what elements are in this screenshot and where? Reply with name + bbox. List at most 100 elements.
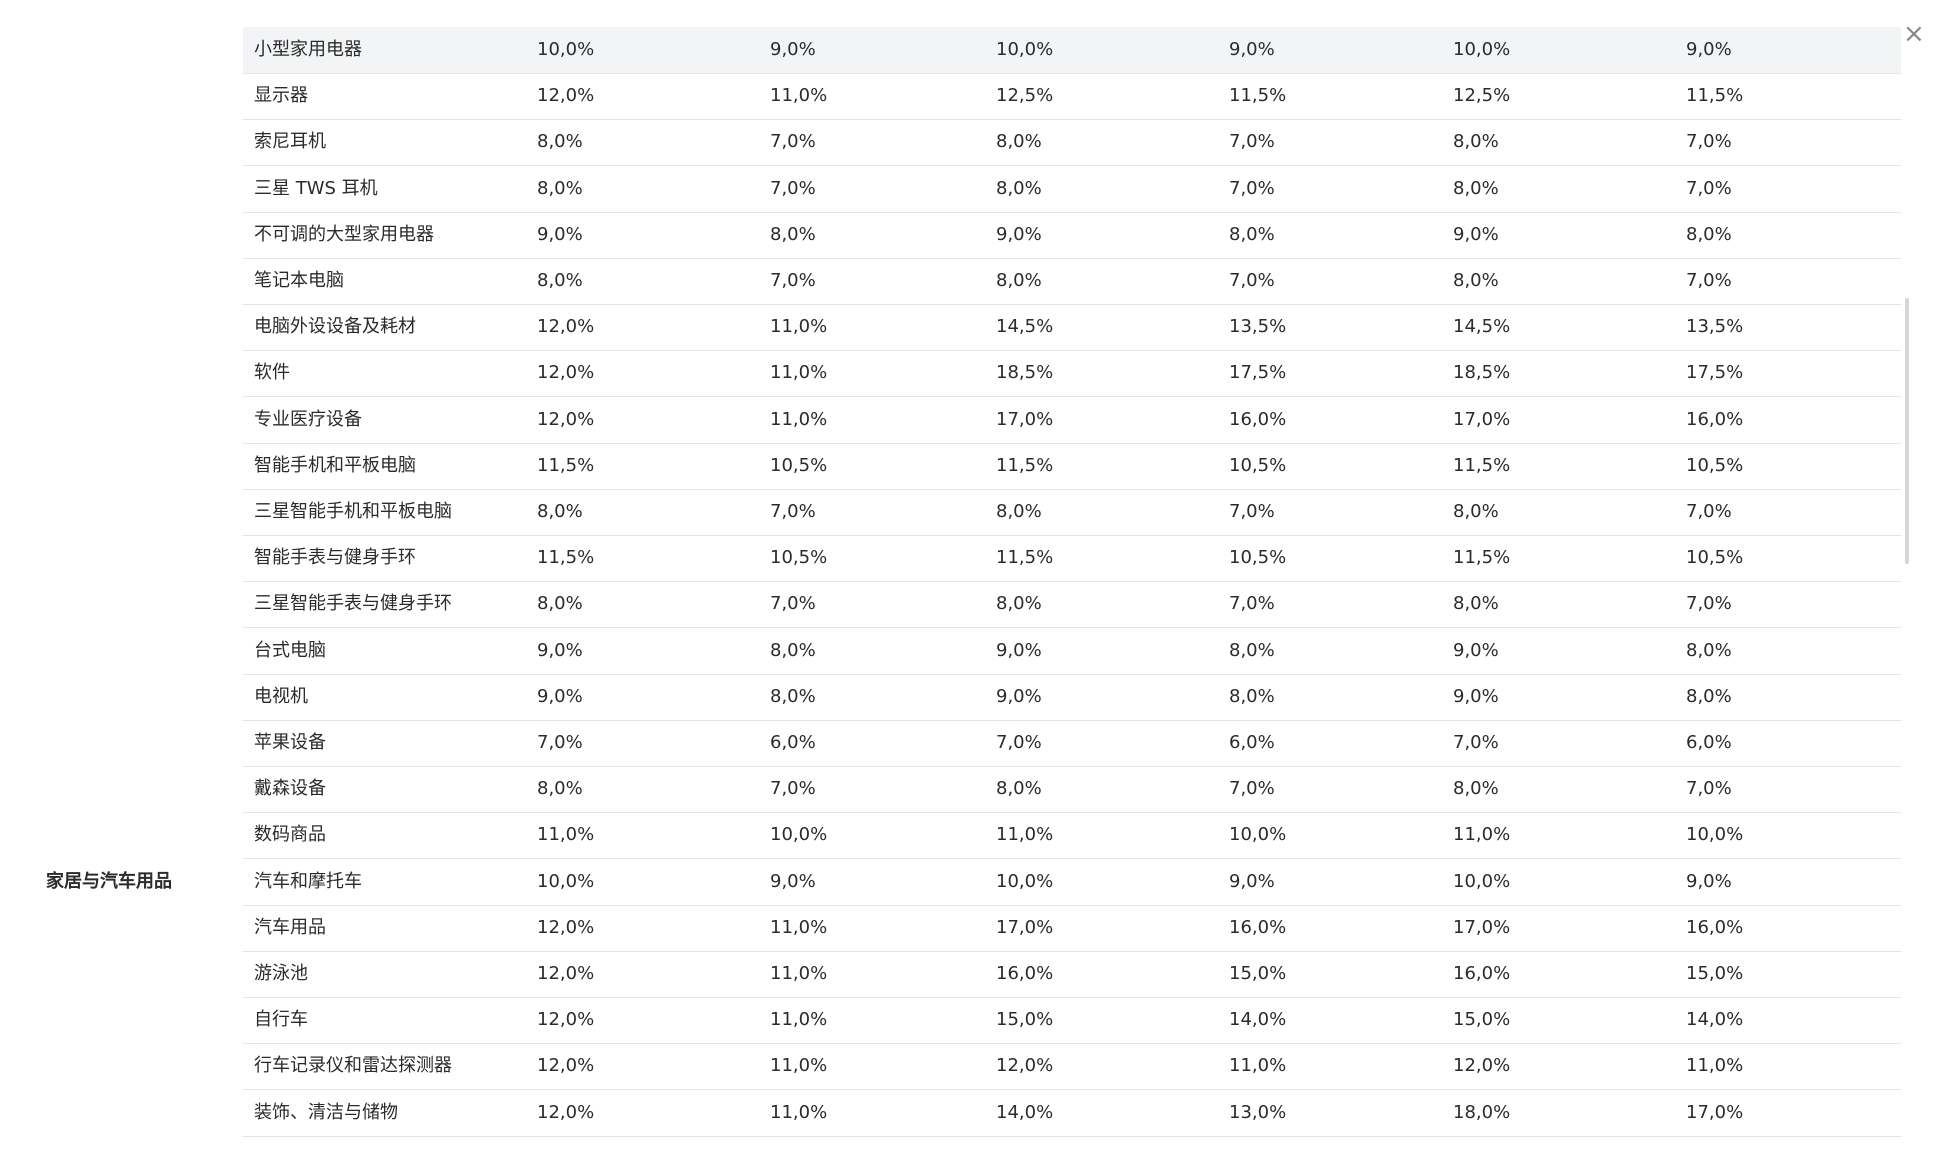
rate-cell: 14,5%	[1453, 316, 1511, 338]
rate-cell: 10,0%	[1229, 824, 1287, 846]
subcategory-cell: 装饰、清洁与储物	[254, 1101, 398, 1123]
rate-cell: 10,0%	[996, 39, 1054, 60]
table-row	[243, 812, 1901, 860]
rate-cell: 14,0%	[1686, 1009, 1744, 1031]
close-button[interactable]: ×	[1903, 19, 1925, 49]
subcategory-cell: 苹果设备	[254, 732, 326, 753]
table-row	[243, 489, 1901, 536]
rate-cell: 8,0%	[1686, 685, 1732, 707]
rate-cell: 6,0%	[770, 732, 816, 753]
rate-cell: 7,0%	[1686, 778, 1732, 800]
rate-cell: 14,0%	[996, 1101, 1054, 1123]
rate-cell: 12,5%	[996, 85, 1054, 107]
table-row	[243, 443, 1901, 490]
table-row	[243, 350, 1901, 398]
subcategory-cell: 电视机	[254, 685, 308, 707]
rate-cell: 11,0%	[770, 85, 828, 107]
rate-cell: 13,5%	[1686, 316, 1744, 338]
rate-cell: 11,0%	[1453, 824, 1511, 846]
rate-cell: 9,0%	[1229, 870, 1275, 892]
subcategory-cell: 智能手机和平板电脑	[254, 454, 416, 476]
table-row	[243, 1043, 1901, 1091]
rate-cell: 17,0%	[996, 916, 1054, 938]
rate-cell: 8,0%	[770, 223, 816, 245]
rate-cell: 17,0%	[1453, 408, 1511, 430]
subcategory-cell: 三星智能手表与健身手环	[254, 593, 452, 615]
rate-cell: 8,0%	[537, 131, 583, 153]
rate-cell: 16,0%	[1686, 408, 1744, 430]
rate-cell: 7,0%	[1229, 270, 1275, 291]
rate-cell: 8,0%	[537, 177, 583, 199]
rate-cell: 9,0%	[537, 223, 583, 245]
rate-cell: 10,5%	[1686, 547, 1744, 569]
rate-cell: 7,0%	[770, 177, 816, 199]
rate-cell: 14,0%	[1229, 1009, 1287, 1031]
table-row	[243, 859, 1901, 906]
rate-cell: 7,0%	[1686, 131, 1732, 153]
rate-cell: 12,0%	[537, 916, 595, 938]
rate-cell: 17,0%	[996, 408, 1054, 430]
rate-cell: 8,0%	[996, 270, 1042, 291]
rate-cell: 9,0%	[537, 685, 583, 707]
rate-cell: 8,0%	[1229, 685, 1275, 707]
rate-cell: 7,0%	[1686, 593, 1732, 615]
subcategory-cell: 三星智能手机和平板电脑	[254, 501, 452, 522]
rate-cell: 9,0%	[996, 223, 1042, 245]
rate-cell: 8,0%	[537, 593, 583, 615]
rate-cell: 15,0%	[1686, 963, 1744, 984]
rate-cell: 7,0%	[770, 593, 816, 615]
subcategory-cell: 汽车和摩托车	[254, 870, 362, 892]
rate-cell: 16,0%	[996, 963, 1054, 984]
rate-cell: 18,0%	[1453, 1101, 1511, 1123]
rate-cell: 15,0%	[1453, 1009, 1511, 1031]
rate-cell: 12,0%	[537, 362, 595, 384]
rate-cell: 9,0%	[770, 870, 816, 892]
rate-cell: 10,5%	[770, 547, 828, 569]
rate-cell: 11,0%	[770, 362, 828, 384]
rate-cell: 9,0%	[996, 639, 1042, 661]
rate-cell: 12,0%	[537, 408, 595, 430]
subcategory-cell: 行车记录仪和雷达探测器	[254, 1055, 452, 1077]
rate-cell: 8,0%	[537, 778, 583, 800]
rate-cell: 13,5%	[1229, 316, 1287, 338]
rate-cell: 16,0%	[1229, 408, 1287, 430]
rate-cell: 11,5%	[996, 454, 1054, 476]
rate-cell: 11,5%	[537, 547, 595, 569]
rate-cell: 15,0%	[996, 1009, 1054, 1031]
rate-cell: 10,0%	[770, 824, 828, 846]
table-row	[243, 304, 1901, 352]
rate-cell: 8,0%	[1453, 778, 1499, 800]
rate-cell: 12,0%	[537, 316, 595, 338]
rate-cell: 9,0%	[1686, 870, 1732, 892]
table-row	[243, 581, 1901, 629]
rate-cell: 7,0%	[770, 778, 816, 800]
subcategory-cell: 汽车用品	[254, 916, 326, 938]
subcategory-cell: 软件	[254, 362, 290, 384]
subcategory-cell: 三星 TWS 耳机	[254, 177, 378, 199]
rate-cell: 11,0%	[537, 824, 595, 846]
rate-cell: 10,0%	[537, 870, 595, 892]
rate-cell: 8,0%	[1453, 501, 1499, 522]
subcategory-cell: 智能手表与健身手环	[254, 547, 416, 569]
table-row	[243, 628, 1901, 675]
rate-cell: 12,0%	[537, 1101, 595, 1123]
rate-cell: 18,5%	[996, 362, 1054, 384]
table-row	[243, 258, 1901, 305]
rate-cell: 8,0%	[996, 501, 1042, 522]
rate-cell: 7,0%	[770, 131, 816, 153]
rate-cell: 8,0%	[1229, 639, 1275, 661]
rate-cell: 11,5%	[996, 547, 1054, 569]
table-row	[243, 951, 1901, 998]
rate-cell: 12,0%	[1453, 1055, 1511, 1077]
rate-cell: 6,0%	[1229, 732, 1275, 753]
subcategory-cell: 游泳池	[254, 963, 308, 984]
rate-cell: 7,0%	[1686, 501, 1732, 522]
table-row	[243, 397, 1901, 444]
rate-cell: 7,0%	[770, 270, 816, 291]
category-cell: 家居与汽车用品	[46, 870, 172, 892]
rate-cell: 7,0%	[537, 732, 583, 753]
scrollbar[interactable]	[1905, 298, 1909, 564]
rate-cell: 11,0%	[770, 1101, 828, 1123]
rate-cell: 7,0%	[1229, 593, 1275, 615]
